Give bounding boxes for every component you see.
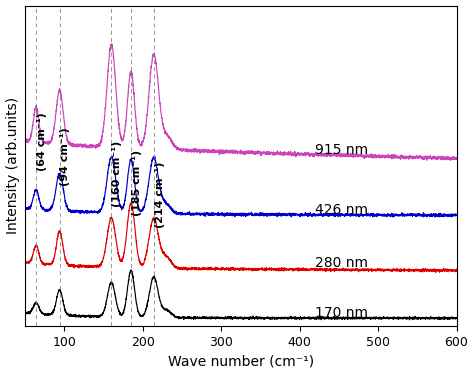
Text: 170 nm: 170 nm [315, 306, 368, 320]
X-axis label: Wave number (cm⁻¹): Wave number (cm⁻¹) [168, 355, 314, 368]
Y-axis label: Intensity (arb.units): Intensity (arb.units) [6, 97, 19, 234]
Text: (64 cm⁻¹): (64 cm⁻¹) [37, 113, 47, 171]
Text: 280 nm: 280 nm [315, 256, 368, 270]
Text: 426 nm: 426 nm [315, 203, 368, 217]
Text: (185 cm⁻¹): (185 cm⁻¹) [132, 150, 142, 216]
Text: 915 nm: 915 nm [315, 142, 368, 157]
Text: (94 cm⁻¹): (94 cm⁻¹) [60, 128, 71, 187]
Text: (214 cm⁻¹): (214 cm⁻¹) [155, 161, 164, 228]
Text: (160 cm⁻¹): (160 cm⁻¹) [112, 141, 122, 207]
